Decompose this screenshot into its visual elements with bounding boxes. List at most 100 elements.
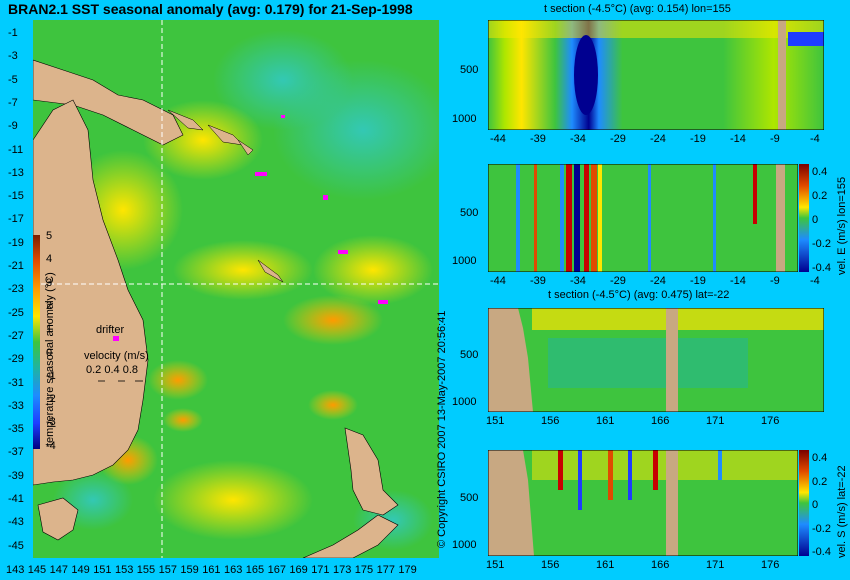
map-colorbar-tick: 0	[46, 346, 53, 359]
map-y-tick: -41	[8, 493, 24, 505]
map-y-tick: -29	[8, 353, 24, 366]
map-x-tick: 151	[93, 564, 112, 576]
map-colorbar-tick: -4	[46, 439, 56, 452]
map-x-tick: 177	[376, 564, 395, 576]
map-plot	[33, 20, 439, 558]
velocity-values: 0.2 0.4 0.8	[86, 364, 138, 376]
panel2-x-tick: -34	[570, 275, 586, 287]
panel3-x-tick: 171	[706, 415, 725, 427]
panel3-x-tick: 166	[651, 415, 670, 427]
drifter-label: drifter	[96, 324, 125, 336]
drifter-markers	[113, 115, 388, 341]
map-y-tick: -39	[8, 469, 24, 482]
panel2-x-tick: -19	[690, 275, 706, 287]
panel2-y-tick: 1000	[452, 255, 477, 268]
panel1-title: t section (-4.5°C) (avg: 0.154) lon=155	[544, 3, 731, 15]
panel2-colorbar-tick: 0	[812, 214, 819, 226]
map-colorbar-tick: 5	[46, 230, 53, 242]
map-colorbar-tick: 3	[46, 276, 53, 289]
map-colorbar-label: temperature seasonal anomaly (°C)	[44, 272, 56, 446]
panel1-x-tick: -34	[570, 133, 586, 145]
map-y-tick: -9	[8, 120, 18, 133]
map-colorbar-tick: 2	[46, 299, 53, 312]
map-y-tick: -17	[8, 213, 24, 226]
map-x-tick: 179	[398, 564, 417, 576]
map-y-tick: -45	[8, 539, 24, 552]
panel3-plot	[488, 308, 824, 412]
map-x-tick: 145	[27, 564, 47, 576]
panel4-colorbar-tick: -0.4	[812, 546, 831, 558]
panel4-colorbar-tick: 0.2	[812, 475, 828, 488]
map-y-tick: -37	[8, 446, 24, 459]
map-colorbar-tick: -1	[46, 369, 56, 382]
panel4-x-tick: 171	[706, 559, 725, 571]
panel1-x-tick: -19	[690, 133, 706, 145]
panel3-x-tick: 151	[486, 415, 505, 427]
panel2-x-tick: -4	[810, 275, 820, 287]
map-y-tick: -33	[8, 399, 24, 412]
map-colorbar-tick: 4	[46, 253, 53, 266]
map-x-tick: 157	[158, 564, 177, 576]
panel3-title: t section (-4.5°C) (avg: 0.475) lat=-22	[548, 289, 730, 301]
panel2-colorbar-tick: -0.2	[812, 238, 831, 250]
map-x-tick: 175	[354, 564, 374, 576]
tasmania-land	[37, 497, 79, 541]
map-y-tick: -5	[8, 73, 18, 86]
map-colorbar-tick: -3	[46, 416, 56, 429]
panel1-x-tick: -44	[490, 133, 506, 145]
panel2-colorbar-tick: -0.4	[812, 262, 831, 274]
new-zealand-land	[302, 427, 399, 558]
panel3-y-tick: 500	[460, 348, 479, 361]
new-caledonia-land	[257, 259, 284, 283]
panel3-y-tick: 1000	[452, 395, 477, 408]
map-y-tick: -21	[8, 260, 24, 272]
panel4-y-tick: 1000	[452, 539, 477, 552]
panel2-x-tick: -14	[730, 275, 746, 287]
panel1-plot	[488, 20, 824, 130]
map-colorbar	[33, 235, 40, 449]
map-y-tick: -27	[8, 329, 24, 342]
map-y-tick: -31	[8, 376, 24, 389]
panel2-x-tick: -29	[610, 275, 626, 287]
map-x-tick: 143	[6, 564, 25, 576]
panel1-y-tick: 1000	[452, 113, 477, 125]
panel2-colorbar-tick: 0.4	[812, 166, 828, 178]
map-y-tick: -35	[8, 423, 24, 436]
panel4-colorbar-tick: -0.2	[812, 522, 831, 535]
panel1-y-tick: 500	[460, 63, 479, 76]
panel1-x-tick: -29	[610, 133, 626, 145]
australia-land	[33, 99, 149, 486]
panel4-x-tick: 166	[651, 559, 670, 571]
panel4-colorbar-tick: 0.4	[812, 452, 828, 464]
map-y-tick: -43	[8, 516, 24, 529]
map-y-tick: -3	[8, 50, 18, 63]
map-x-tick: 161	[202, 564, 221, 576]
panel2-colorbar	[799, 164, 809, 272]
panel1-x-tick: -9	[770, 133, 780, 145]
panel1-x-tick: -4	[810, 133, 820, 145]
map-x-tick: 167	[267, 564, 286, 576]
map-x-tick: 171	[311, 564, 330, 576]
map-x-tick: 165	[245, 564, 265, 576]
map-colorbar-tick: -2	[46, 393, 56, 406]
map-colorbar-tick: 1	[46, 323, 53, 336]
copyright-text: © Copyright CSIRO 2007 13-May-2007 20:56…	[436, 310, 448, 548]
panel4-plot	[488, 450, 798, 556]
map-y-tick: -19	[8, 236, 24, 249]
map-x-tick: 155	[136, 564, 156, 576]
panel2-colorbar-tick: 0.2	[812, 190, 828, 202]
map-y-tick: -13	[8, 166, 24, 179]
panel4-colorbar-tick: 0	[812, 499, 819, 511]
map-x-tick: 149	[71, 564, 90, 576]
map-x-tick: 159	[180, 564, 199, 576]
map-x-tick: 153	[115, 564, 134, 576]
map-y-tick: -23	[8, 283, 24, 296]
panel1-x-tick: -14	[730, 133, 746, 145]
panel2-x-tick: -24	[650, 275, 666, 287]
panel2-x-tick: -9	[770, 275, 780, 287]
panel1-x-tick: -24	[650, 133, 666, 145]
solomon-islands	[167, 109, 254, 156]
map-title: BRAN2.1 SST seasonal anomaly (avg: 0.179…	[8, 1, 413, 17]
map-x-tick: 147	[49, 564, 68, 576]
map-y-tick: -7	[8, 96, 18, 109]
